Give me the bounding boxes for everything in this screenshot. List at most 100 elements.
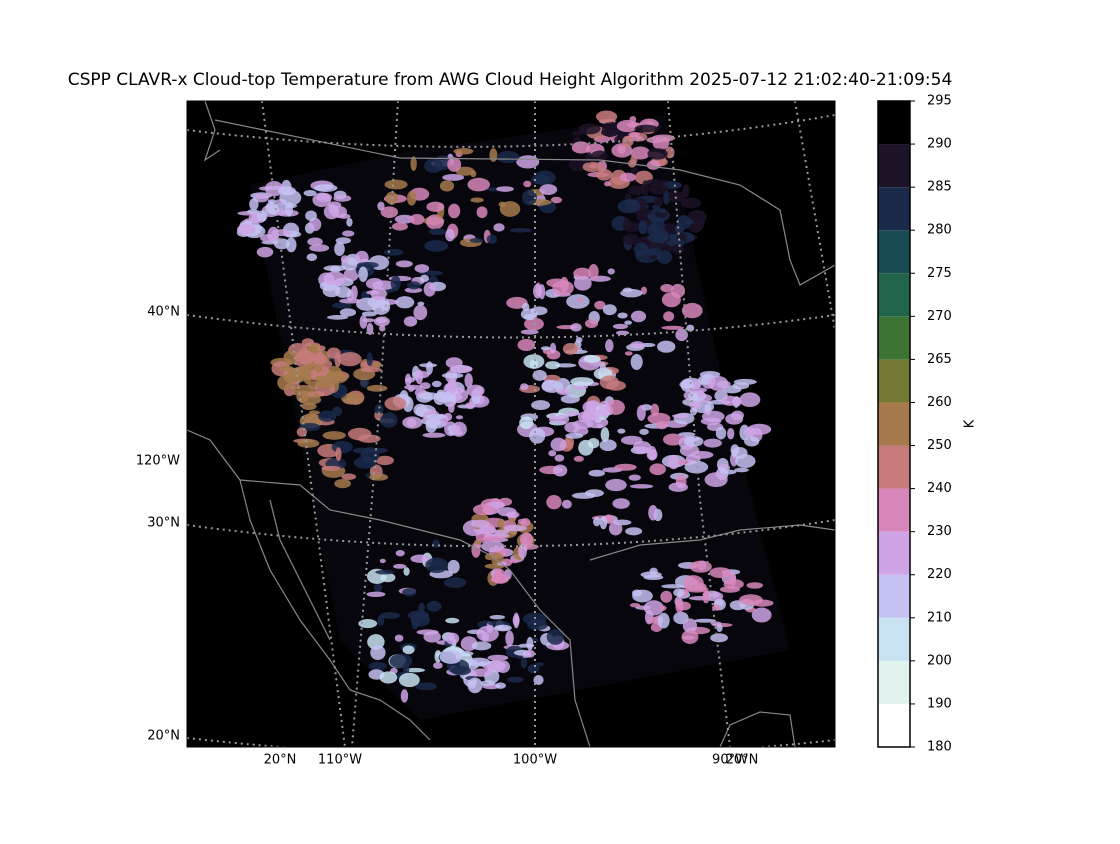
cloud-pixel	[370, 645, 386, 661]
cloud-pixel	[585, 152, 593, 163]
cloud-pixel	[470, 197, 484, 203]
cloud-pixel	[403, 316, 418, 327]
cloud-pixel	[671, 413, 689, 418]
cloud-pixel	[616, 119, 639, 133]
cloud-pixel	[582, 407, 600, 421]
cloud-pixel	[413, 304, 428, 321]
cloud-pixel	[379, 671, 398, 684]
cloud-pixel	[678, 432, 696, 437]
colorbar-tick-label: 265	[927, 352, 952, 367]
cloud-pixel	[334, 241, 345, 257]
cloud-pixel	[647, 233, 669, 243]
cloud-pixel	[532, 370, 547, 381]
cloud-pixel	[436, 389, 445, 396]
cloud-pixel	[342, 230, 355, 237]
cloud-pixel	[455, 415, 464, 420]
cloud-pixel	[646, 160, 661, 170]
colorbar-bin	[878, 230, 910, 274]
cloud-pixel	[538, 284, 546, 300]
cloud-pixel	[571, 141, 591, 154]
cloud-pixel	[619, 172, 636, 182]
cloud-pixel	[402, 645, 415, 655]
cloud-pixel	[709, 567, 732, 579]
cloud-pixel	[710, 633, 728, 643]
colorbar-bin	[878, 617, 910, 661]
cloud-pixel	[315, 363, 323, 373]
cloud-pixel	[256, 246, 274, 258]
cloud-pixel	[689, 560, 712, 573]
cloud-pixel	[553, 464, 568, 477]
cloud-pixel	[668, 454, 680, 470]
cloud-pixel	[379, 612, 401, 619]
cloud-pixel	[496, 186, 514, 192]
cloud-pixel	[310, 343, 319, 352]
cloud-pixel	[716, 624, 723, 633]
cloud-pixel	[466, 384, 485, 397]
cloud-pixel	[406, 190, 417, 206]
cloud-pixel	[426, 413, 446, 420]
cloud-pixel	[360, 367, 383, 373]
cloud-pixel	[419, 274, 430, 283]
cloud-pixel	[599, 375, 620, 390]
cloud-pixel	[451, 421, 467, 437]
cloud-pixel	[702, 590, 710, 604]
cloud-pixel	[398, 672, 420, 688]
cloud-pixel	[409, 214, 425, 225]
cloud-pixel	[417, 301, 425, 306]
cloud-pixel	[625, 527, 643, 536]
colorbar-bin	[878, 445, 910, 489]
lon-label: 20°N	[264, 753, 297, 768]
cloud-pixel	[236, 224, 256, 235]
cloud-pixel	[608, 521, 623, 536]
colorbar-bin	[878, 273, 910, 317]
cloud-pixel	[329, 266, 342, 273]
cloud-pixel	[575, 336, 583, 343]
cloud-pixel	[487, 654, 509, 661]
cloud-pixel	[393, 563, 407, 569]
cloud-pixel	[447, 559, 460, 574]
cloud-pixel	[341, 473, 357, 481]
cloud-pixel	[368, 661, 388, 671]
cloud-pixel	[541, 380, 564, 393]
cloud-pixel	[578, 439, 594, 456]
cloud-pixel	[467, 657, 491, 667]
cloud-pixel	[546, 278, 568, 288]
cloud-pixel	[375, 455, 394, 466]
cloud-pixel	[630, 310, 647, 323]
cloud-pixel	[570, 377, 594, 387]
cloud-pixel	[596, 423, 604, 429]
cloud-pixel	[426, 201, 445, 212]
cloud-pixel	[289, 375, 304, 382]
cloud-pixel	[638, 220, 648, 235]
cloud-pixel	[622, 135, 634, 148]
cloud-pixel	[464, 373, 473, 388]
cloud-pixel	[295, 350, 316, 365]
cloud-pixel	[571, 492, 596, 499]
cloud-pixel	[260, 233, 278, 243]
cloud-pixel	[622, 217, 631, 230]
cloud-pixel	[738, 594, 763, 606]
cloud-pixel	[520, 657, 528, 669]
cloud-pixel	[422, 432, 446, 438]
colorbar-tick-label: 250	[927, 438, 952, 453]
cloud-pixel	[359, 315, 368, 329]
cloud-pixel	[582, 161, 603, 172]
cloud-pixel	[380, 412, 398, 428]
colorbar-tick-label: 275	[927, 266, 952, 281]
cloud-pixel	[481, 536, 504, 542]
cloud-pixel	[312, 192, 332, 208]
colorbar-label: K	[963, 419, 978, 428]
cloud-pixel	[410, 554, 431, 563]
lon-label: 20°N	[726, 753, 759, 768]
cloud-pixel	[719, 585, 741, 593]
cloud-pixel	[671, 243, 684, 255]
colorbar-tick-label: 285	[927, 180, 952, 195]
cloud-pixel	[297, 439, 320, 448]
lon-label: 110°W	[318, 753, 362, 768]
cloud-pixel	[649, 463, 666, 476]
colorbar-bin	[878, 402, 910, 446]
cloud-pixel	[545, 361, 561, 370]
cloud-pixel	[395, 260, 413, 268]
cloud-pixel	[481, 631, 490, 642]
